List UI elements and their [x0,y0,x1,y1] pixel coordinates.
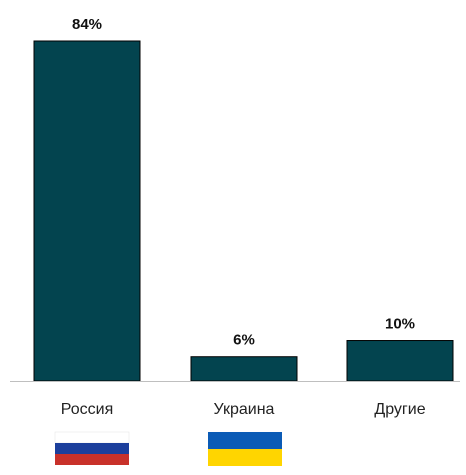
ukraine-flag-icon [208,432,282,466]
russia-flag-white-stripe [54,431,130,444]
bar-1 [33,40,141,382]
value-label-2: 6% [233,332,255,349]
value-label-3: 10% [385,316,415,333]
value-labels-group: 84% 6% 10% [72,16,415,349]
category-label-1: Россия [61,401,113,418]
bar-3 [346,340,454,382]
russia-flag-blue-stripe [55,443,129,454]
ukraine-flag-blue-stripe [208,432,282,449]
russia-flag-icon [54,431,130,465]
value-label-1: 84% [72,16,102,33]
bars-group [33,40,454,382]
category-label-2: Украина [214,401,275,418]
russia-flag-red-stripe [55,454,129,465]
ukraine-flag-yellow-stripe [208,449,282,466]
bar-2 [190,356,298,382]
category-label-3: Другие [374,401,425,418]
category-labels-group: Россия Украина Другие [61,401,426,418]
